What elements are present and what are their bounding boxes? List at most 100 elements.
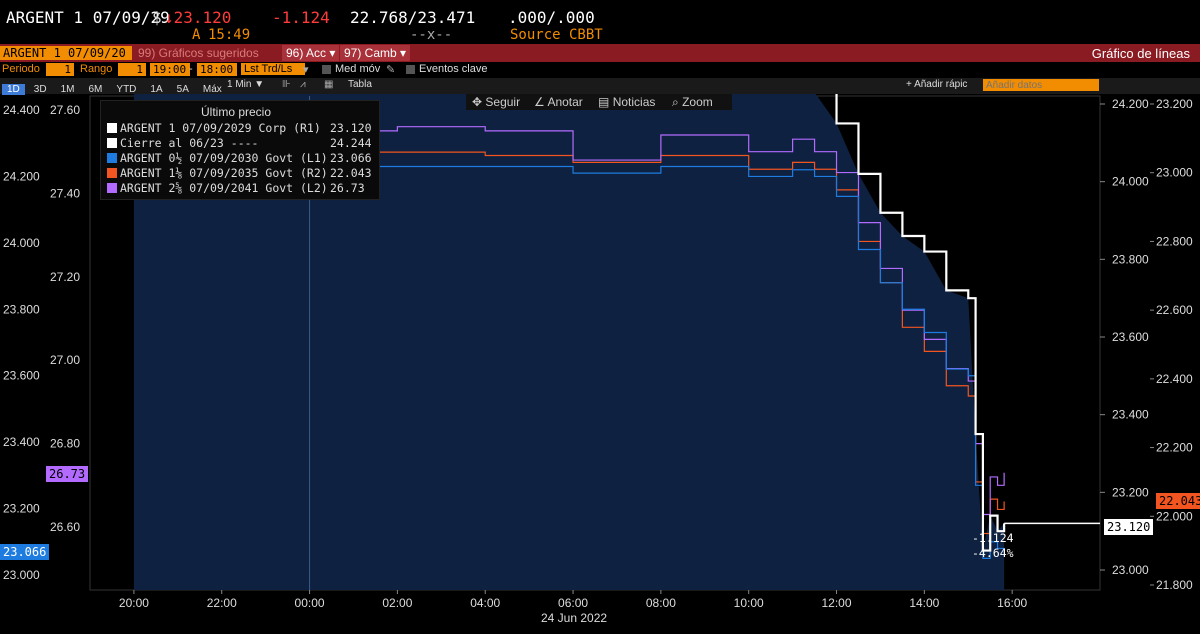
time-prefix: A	[192, 27, 201, 43]
zoom-button[interactable]: ⌕ Zoom	[672, 95, 713, 110]
range-button-5a[interactable]: 5A	[176, 84, 189, 95]
x-tick-label: 16:00	[997, 596, 1027, 610]
y-right-inner-tick: 24.000	[1112, 175, 1149, 189]
y-left-inner-tick: 27.20	[50, 270, 80, 284]
pct-change-annotation: -4.64%	[972, 546, 1014, 560]
line-chart[interactable]: 20:00 22:00 00:00 02:00 04:00 06:00 08:00 10:00…	[0, 94, 1200, 634]
y-right-outer-tick: 22.800	[1156, 234, 1193, 248]
chevron-down-icon[interactable]: ▾	[303, 64, 309, 76]
y-left-outer-tick: 23.000	[3, 568, 40, 582]
r1-price-badge: 23.120	[1104, 519, 1154, 535]
y-left-inner-tick: 26.80	[50, 437, 80, 451]
follow-label: Seguir	[485, 95, 521, 109]
range-button-1a[interactable]: 1A	[150, 84, 163, 95]
news-button[interactable]: ▤ Noticias	[598, 95, 655, 109]
follow-button[interactable]: ✥ Seguir	[472, 95, 520, 109]
y-right-inner-tick: 24.200	[1112, 97, 1149, 111]
spread-indicator: --x--	[410, 27, 453, 43]
move-icon: ✥	[472, 95, 483, 109]
x-tick-label: 02:00	[382, 596, 412, 610]
y-right-inner-tick: 23.800	[1112, 252, 1149, 266]
legend-swatch	[107, 123, 117, 133]
quick-add-button[interactable]: + Añadir rápic	[906, 79, 968, 90]
volume: .000/.000	[508, 8, 595, 27]
y-left-inner-tick: 26.60	[50, 520, 80, 534]
edit-menu[interactable]: 97) Camb ▾	[340, 45, 411, 61]
range-start-input[interactable]: 19:00	[150, 63, 190, 76]
security-field[interactable]: ARGENT 1 07/09/20	[0, 46, 132, 60]
period-input[interactable]: 1	[46, 63, 74, 76]
range-input[interactable]: 1	[118, 63, 146, 76]
y-left-outer-tick: 23.400	[3, 435, 40, 449]
legend-row[interactable]: ARGENT 2⅝ 07/09/2041 Govt (L2) 26.73	[107, 181, 365, 195]
y-right-inner-tick: 23.000	[1112, 563, 1149, 577]
l2-price-badge: 26.73	[46, 466, 89, 482]
chart-legend[interactable]: Último precio ARGENT 1 07/09/2029 Corp (…	[100, 100, 380, 200]
range-toolbar: 1D 3D 1M 6M YTD 1A 5A Máx 1 Min ▼ ⊪ ⩘ ▦ Tabla +…	[0, 78, 1200, 95]
range-button-3d[interactable]: 3D	[33, 84, 47, 95]
range-end-input[interactable]: 18:00	[197, 63, 237, 76]
annotate-button[interactable]: ∠ Anotar	[534, 95, 583, 109]
x-tick-label: 06:00	[558, 596, 588, 610]
news-label: Noticias	[612, 95, 656, 109]
legend-swatch	[107, 138, 117, 148]
interval-select[interactable]: 1 Min ▼	[227, 79, 265, 90]
table-button[interactable]: Tabla	[348, 79, 372, 90]
x-tick-label: 22:00	[207, 596, 237, 610]
table-icon[interactable]: ▦	[324, 79, 334, 90]
settings-toolbar: Periodo 1 Rango 1 19:00 - 18:00 Lst Trd/…	[0, 62, 1200, 78]
add-data-input[interactable]	[983, 79, 1099, 91]
line-chart-icon[interactable]: ⩘	[300, 79, 306, 90]
legend-swatch	[107, 183, 117, 193]
currency-symbol: $	[152, 8, 162, 27]
bar-chart-icon[interactable]: ⊪	[282, 79, 291, 90]
legend-value: 23.120	[330, 121, 372, 135]
x-tick-label: 12:00	[822, 596, 852, 610]
pencil-icon[interactable]: ✎	[386, 64, 396, 76]
ticker-label[interactable]: ARGENT 1 07/09/29	[6, 8, 170, 27]
range-label: Rango	[80, 63, 113, 75]
y-right-outer-tick: 22.400	[1156, 372, 1193, 386]
last-trade-time: 15:49	[208, 27, 251, 43]
legend-label: ARGENT 0½ 07/09/2030 Govt (L1)	[120, 151, 328, 165]
study-select[interactable]: Lst Trd/Ls	[241, 63, 305, 75]
change-annotation: -1.124	[972, 531, 1014, 545]
y-right-outer-tick: 22.600	[1156, 303, 1193, 317]
y-left-inner-tick: 27.60	[50, 103, 80, 117]
range-button-máx[interactable]: Máx	[202, 84, 222, 95]
key-events-checkbox[interactable]	[406, 65, 415, 74]
suggested-charts-button[interactable]: 99) Gráficos sugeridos	[138, 46, 259, 60]
legend-row[interactable]: ARGENT 1⅛ 07/09/2035 Govt (R2) 22.043	[107, 166, 372, 180]
chart-tools: ✥ Seguir ∠ Anotar ▤ Noticias ⌕ Zoom	[466, 94, 732, 110]
range-button-1m[interactable]: 1M	[60, 84, 75, 95]
y-right-outer-tick: 22.000	[1156, 509, 1193, 523]
y-left-outer-tick: 23.800	[3, 302, 40, 316]
moving-average-label[interactable]: Med móv	[335, 63, 381, 75]
legend-value: 23.066	[330, 151, 372, 165]
moving-average-checkbox[interactable]	[322, 65, 331, 74]
y-right-outer-tick: 23.200	[1156, 97, 1193, 111]
legend-swatch	[107, 168, 117, 178]
legend-row[interactable]: Cierre al 06/23 ---- 24.244	[107, 136, 372, 150]
actions-menu[interactable]: 96) Acc ▾	[282, 45, 340, 61]
legend-row[interactable]: ARGENT 1 07/09/2029 Corp (R1) 23.120	[107, 121, 372, 135]
legend-label: Cierre al 06/23 ----	[120, 136, 259, 150]
key-events-label[interactable]: Eventos clave	[419, 63, 488, 75]
legend-label: ARGENT 2⅝ 07/09/2041 Govt (L2)	[120, 181, 328, 195]
plot-area: 20:00 22:00 00:00 02:00 04:00 06:00 08:00 10:00…	[3, 94, 1193, 610]
period-label: Periodo	[2, 63, 40, 75]
y-right-outer-tick: 21.800	[1156, 578, 1193, 592]
range-button-1d[interactable]: 1D	[2, 84, 25, 95]
x-tick-label: 08:00	[646, 596, 676, 610]
range-button-6m[interactable]: 6M	[88, 84, 103, 95]
x-tick-label: 14:00	[909, 596, 939, 610]
date-label: 24 Jun 2022	[541, 611, 608, 625]
legend-row[interactable]: ARGENT 0½ 07/09/2030 Govt (L1) 23.066	[107, 151, 372, 165]
magnifier-icon: ⌕	[672, 95, 679, 109]
bid-ask: 22.768/23.471	[350, 8, 476, 27]
chart-type-title: Gráfico de líneas	[1091, 46, 1190, 61]
source-label: Source CBBT	[510, 27, 603, 43]
range-button-ytd[interactable]: YTD	[116, 84, 137, 95]
y-right-outer-tick: 23.000	[1156, 166, 1193, 180]
function-toolbar: ARGENT 1 07/09/20 99) Gráficos sugeridos…	[0, 44, 1200, 62]
